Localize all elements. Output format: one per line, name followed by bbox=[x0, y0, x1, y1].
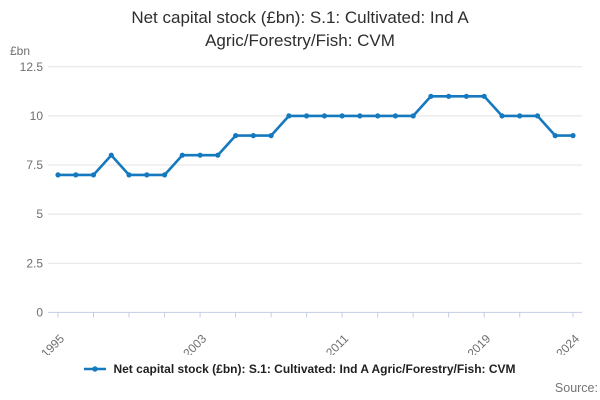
y-tick-label: 0 bbox=[36, 305, 43, 319]
data-point bbox=[233, 133, 239, 139]
y-tick-label: 5 bbox=[36, 207, 43, 221]
data-point bbox=[268, 133, 274, 139]
data-point bbox=[73, 172, 79, 178]
x-tick-label: 2011 bbox=[323, 331, 351, 355]
data-point bbox=[481, 93, 487, 99]
data-point bbox=[250, 133, 256, 139]
legend-line-marker-icon bbox=[84, 366, 107, 372]
y-axis-unit-label: £bn bbox=[10, 44, 31, 58]
data-point bbox=[90, 172, 97, 178]
legend-label: Net capital stock (£bn): S.1: Cultivated… bbox=[113, 362, 516, 376]
data-line bbox=[56, 94, 575, 177]
x-tick-label: 2003 bbox=[180, 331, 209, 355]
data-point bbox=[534, 113, 541, 119]
data-point bbox=[375, 113, 381, 119]
data-point bbox=[499, 113, 505, 119]
data-point bbox=[339, 113, 345, 119]
y-tick-label: 12.5 bbox=[20, 60, 44, 74]
data-point bbox=[197, 152, 203, 158]
y-tick-label: 7.5 bbox=[26, 158, 43, 172]
data-point bbox=[215, 152, 221, 158]
data-point bbox=[392, 113, 398, 119]
data-point bbox=[463, 93, 469, 99]
data-point bbox=[126, 172, 132, 178]
line-chart-plot: 0 2.5 5 7.5 10 12.5 1995 2003 2011 2019 2024 bbox=[20, 60, 583, 355]
data-point bbox=[428, 93, 434, 99]
data-point bbox=[304, 113, 310, 119]
x-tick-label: 1995 bbox=[38, 331, 67, 355]
data-point bbox=[517, 113, 523, 119]
data-point bbox=[144, 172, 150, 178]
x-tick-label: 2024 bbox=[553, 331, 582, 355]
data-point bbox=[321, 113, 327, 119]
data-point bbox=[570, 133, 576, 139]
data-point bbox=[55, 172, 61, 178]
legend: Net capital stock (£bn): S.1: Cultivated… bbox=[0, 360, 600, 378]
chart-title-line2: Agric/Forestry/Fish: CVM bbox=[205, 31, 395, 50]
data-point bbox=[357, 113, 363, 119]
chart-title-line1: Net capital stock (£bn): S.1: Cultivated… bbox=[131, 8, 469, 27]
data-point bbox=[162, 172, 168, 178]
x-tick-label: 2019 bbox=[465, 331, 494, 355]
data-point bbox=[552, 133, 558, 139]
y-tick-label: 10 bbox=[30, 109, 44, 123]
data-point bbox=[286, 113, 292, 119]
data-point bbox=[179, 152, 185, 158]
data-point bbox=[410, 113, 416, 119]
chart-title: Net capital stock (£bn): S.1: Cultivated… bbox=[0, 6, 600, 52]
y-tick-label: 2.5 bbox=[26, 256, 43, 270]
source-label: Source: bbox=[554, 381, 598, 395]
data-point bbox=[446, 93, 452, 99]
data-point bbox=[108, 152, 114, 158]
